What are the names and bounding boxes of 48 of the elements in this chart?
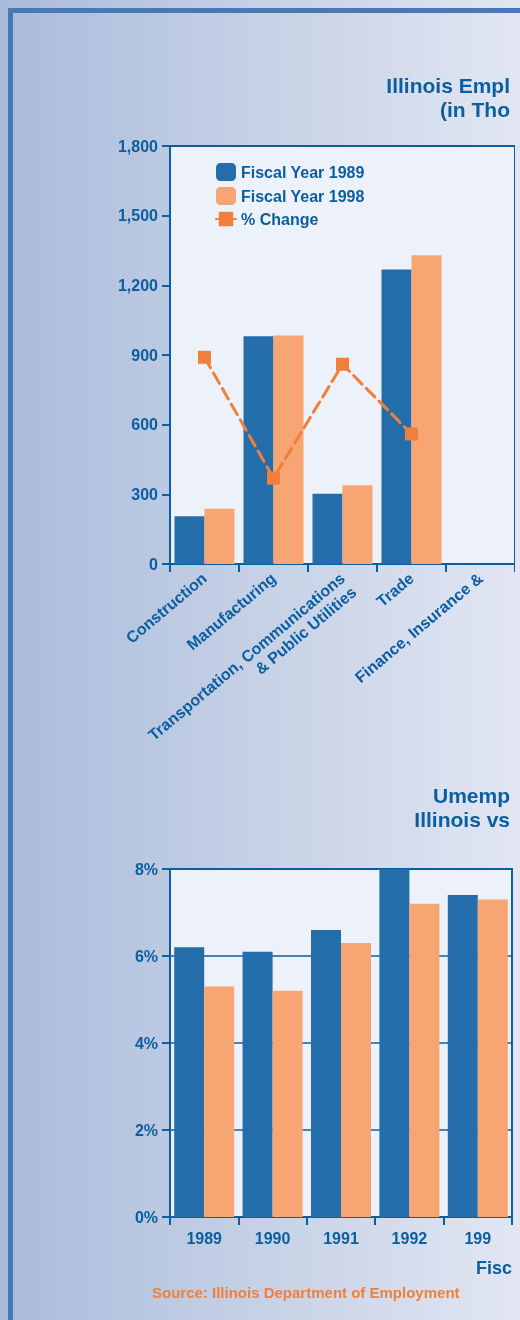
bar xyxy=(447,895,478,1217)
y-tick-label: 0% xyxy=(134,1208,158,1226)
bar xyxy=(477,899,508,1217)
legend-label: Fiscal Year 1998 xyxy=(241,187,365,205)
point xyxy=(198,350,211,364)
y-tick-label: 2% xyxy=(134,1121,158,1139)
chart-title: Umemp xyxy=(432,784,511,807)
point xyxy=(336,357,349,371)
x-tick-label: 1991 xyxy=(323,1229,359,1247)
legend-label: % Change xyxy=(241,210,319,228)
source-note: Source: Illinois Department of Employment xyxy=(152,1284,460,1301)
x-tick-label: 1989 xyxy=(186,1229,223,1247)
bar xyxy=(411,255,442,564)
bar xyxy=(174,947,205,1217)
y-tick-label: 4% xyxy=(134,1034,158,1052)
chart-subtitle: (in Tho xyxy=(440,98,511,121)
bar xyxy=(174,516,205,564)
y-tick-label: 900 xyxy=(131,346,159,364)
x-tick-label: 199 xyxy=(464,1229,492,1247)
y-tick-label: 1,200 xyxy=(117,276,159,294)
legend-label: Fiscal Year 1989 xyxy=(241,163,365,181)
chart-title: Illinois Empl xyxy=(386,74,510,97)
x-tick-label: 1992 xyxy=(391,1229,428,1247)
bar xyxy=(242,951,273,1217)
bar xyxy=(409,903,440,1217)
chart-subtitle: Illinois vs xyxy=(414,808,510,831)
bar xyxy=(311,929,341,1217)
bar xyxy=(204,986,235,1217)
bar xyxy=(273,335,304,564)
y-tick-label: 300 xyxy=(131,485,159,503)
y-tick-label: 600 xyxy=(131,416,159,434)
x-tick-label: 1990 xyxy=(254,1229,291,1247)
y-tick-label: 8% xyxy=(134,860,158,878)
y-tick-label: 1,500 xyxy=(117,207,159,225)
y-tick-label: 0 xyxy=(149,555,159,573)
bar xyxy=(341,942,371,1217)
bar xyxy=(342,485,373,564)
point xyxy=(405,427,418,441)
bar xyxy=(379,869,410,1217)
x-axis-title: Fisc xyxy=(475,1258,512,1278)
bar xyxy=(243,336,274,564)
bar xyxy=(272,990,303,1217)
y-tick-label: 1,800 xyxy=(117,137,159,155)
bar xyxy=(312,493,343,564)
point xyxy=(267,471,280,485)
y-tick-label: 6% xyxy=(134,947,158,965)
bar xyxy=(381,269,412,564)
bar xyxy=(204,508,235,564)
